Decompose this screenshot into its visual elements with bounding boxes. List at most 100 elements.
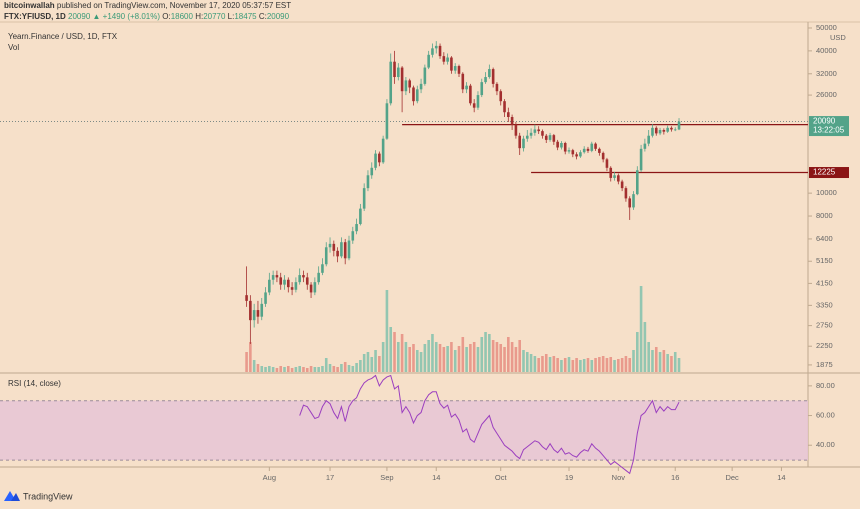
candle-body xyxy=(355,224,358,232)
candle-body xyxy=(605,159,609,168)
rsi-line xyxy=(299,374,680,475)
volume-bar xyxy=(632,350,635,372)
volume-bar xyxy=(628,358,632,372)
candle-body xyxy=(571,150,575,155)
candle-body xyxy=(472,103,476,108)
candle-body xyxy=(294,282,298,290)
volume-bar xyxy=(571,360,575,372)
volume-label: Vol xyxy=(8,43,19,52)
candle-body xyxy=(499,91,503,102)
header-line: bitcoinwallah published on TradingView.c… xyxy=(4,1,291,10)
volume-bar xyxy=(480,337,484,372)
rsi-tick-label: 80.00 xyxy=(816,381,835,390)
candle-body xyxy=(567,150,571,152)
rsi-title: RSI (14, close) xyxy=(8,379,61,388)
volume-bar xyxy=(442,347,446,372)
volume-bar xyxy=(503,347,506,372)
candle-body xyxy=(651,127,654,136)
volume-bar xyxy=(495,342,499,372)
volume-bar xyxy=(635,332,639,372)
volume-bar xyxy=(446,346,449,372)
unit-label: USD xyxy=(830,33,846,42)
candle-body xyxy=(670,127,673,130)
volume-bar xyxy=(662,350,666,372)
ohlc-label: L: xyxy=(228,12,235,21)
candle-body xyxy=(359,208,362,225)
candle-body xyxy=(438,45,442,57)
last-price: 20090 xyxy=(68,12,91,21)
volume-bar xyxy=(617,359,620,372)
volume-bar xyxy=(450,342,453,372)
volume-bar xyxy=(484,332,487,372)
volume-bar xyxy=(343,362,347,372)
volume-bar xyxy=(427,340,430,372)
candle-body xyxy=(298,275,301,283)
volume-bar xyxy=(457,346,461,372)
x-tick-label: Oct xyxy=(495,473,508,482)
candle-body xyxy=(495,83,499,92)
candle-body xyxy=(541,131,544,136)
candle-body xyxy=(594,143,597,149)
candle-body xyxy=(249,300,252,321)
volume-bar xyxy=(537,358,540,372)
candle-body xyxy=(268,279,271,293)
volume-bar xyxy=(541,356,544,372)
candle-body xyxy=(290,287,294,290)
volume-bar xyxy=(438,344,442,372)
candle-body xyxy=(419,83,423,90)
x-tick-label: 16 xyxy=(671,473,679,482)
candle-body xyxy=(518,135,521,149)
volume-bar xyxy=(275,368,279,372)
candle-body xyxy=(370,167,374,176)
volume-bar xyxy=(544,354,548,372)
candle-body xyxy=(423,67,427,84)
candle-body xyxy=(245,295,248,301)
volume-bar xyxy=(575,358,578,372)
volume-bar xyxy=(256,364,260,372)
volume-bar xyxy=(287,366,290,372)
candle-body xyxy=(389,61,393,104)
candle-body xyxy=(522,138,525,149)
volume-bar xyxy=(548,357,552,372)
candle-body xyxy=(628,198,632,208)
volume-bar xyxy=(605,358,609,372)
candle-body xyxy=(397,67,400,78)
candle-body xyxy=(340,242,343,257)
ohlc-value: 20770 xyxy=(203,12,226,21)
candle-body xyxy=(575,154,578,157)
candle-body xyxy=(639,148,643,171)
symbol-line: FTX:YFIUSD, 1D 20090 ▲ +1490 (+8.01%) O:… xyxy=(4,12,290,21)
y-tick-label: 8000 xyxy=(816,211,833,220)
candle-body xyxy=(343,242,347,259)
volume-bar xyxy=(419,352,423,372)
volume-bar xyxy=(366,352,370,372)
candle-body xyxy=(533,129,537,133)
candle-body xyxy=(431,48,434,55)
volume-bar xyxy=(469,344,472,372)
candle-body xyxy=(488,69,491,78)
volume-bar xyxy=(658,352,662,372)
candle-body xyxy=(510,117,514,125)
volume-bar xyxy=(639,286,643,372)
candle-body xyxy=(374,153,377,168)
volume-bar xyxy=(552,356,556,372)
y-tick-label: 32000 xyxy=(816,69,837,78)
volume-bar xyxy=(434,342,438,372)
candle-body xyxy=(514,124,518,136)
candle-body xyxy=(252,310,256,321)
volume-bar xyxy=(582,359,586,372)
x-tick-label: 14 xyxy=(777,473,785,482)
y-tick-label: 10000 xyxy=(816,188,837,197)
volume-bar xyxy=(245,352,248,372)
candle-body xyxy=(313,282,317,293)
volume-bar xyxy=(673,352,677,372)
candle-body xyxy=(590,143,594,151)
volume-bar xyxy=(613,360,616,372)
x-tick-label: Aug xyxy=(263,473,276,482)
ohlc-label: O: xyxy=(162,12,170,21)
candle-body xyxy=(552,135,556,142)
volume-bar xyxy=(397,342,400,372)
candle-body xyxy=(635,170,639,195)
candle-body xyxy=(366,175,370,189)
volume-bar xyxy=(351,366,355,372)
